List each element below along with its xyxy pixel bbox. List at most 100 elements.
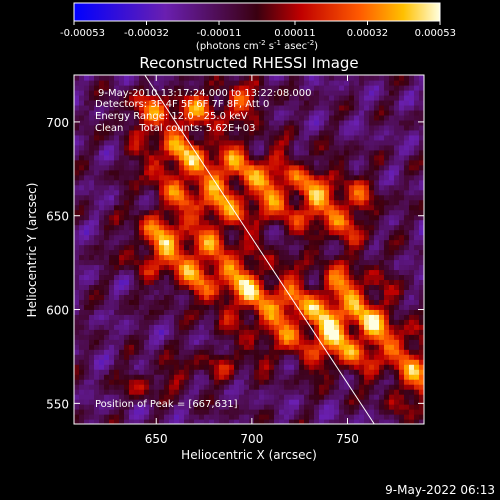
heatmap-cell: [169, 84, 175, 91]
heatmap-cell: [139, 369, 145, 375]
heatmap-cell: [344, 89, 350, 96]
heatmap-cell: [229, 269, 235, 276]
heatmap-cell: [89, 169, 95, 176]
heatmap-cell: [374, 109, 380, 116]
heatmap-cell: [239, 139, 245, 146]
heatmap-cell: [149, 139, 155, 146]
heatmap-cell: [344, 114, 350, 121]
heatmap-cell: [394, 169, 400, 176]
heatmap-cell: [209, 389, 215, 395]
heatmap-cell: [284, 114, 290, 121]
heatmap-cell: [74, 94, 80, 101]
heatmap-cell: [199, 199, 205, 206]
heatmap-cell: [239, 394, 245, 400]
heatmap-cell: [119, 344, 125, 350]
heatmap-cell: [304, 289, 310, 295]
heatmap-cell: [349, 319, 355, 325]
heatmap-cell: [94, 409, 100, 415]
heatmap-cell: [104, 259, 110, 266]
heatmap-cell: [129, 84, 135, 91]
heatmap-cell: [179, 189, 185, 196]
heatmap-cell: [89, 124, 95, 131]
heatmap-cell: [79, 374, 85, 380]
heatmap-cell: [254, 109, 260, 116]
heatmap-cell: [419, 399, 424, 405]
heatmap-cell: [384, 75, 390, 81]
heatmap-cell: [204, 174, 210, 181]
heatmap-cell: [354, 239, 360, 246]
heatmap-cell: [349, 159, 355, 166]
heatmap-cell: [364, 199, 370, 206]
heatmap-cell: [204, 304, 210, 310]
heatmap-cell: [264, 189, 270, 196]
heatmap-cell: [179, 364, 185, 370]
heatmap-cell: [184, 189, 190, 196]
heatmap-cell: [144, 189, 150, 196]
heatmap-cell: [234, 129, 240, 136]
heatmap-cell: [339, 209, 345, 216]
heatmap-cell: [104, 354, 110, 360]
heatmap-cell: [294, 269, 300, 276]
heatmap-cell: [99, 284, 105, 290]
heatmap-cell: [109, 249, 115, 256]
heatmap-cell: [179, 369, 185, 375]
heatmap-cell: [294, 144, 300, 151]
heatmap-cell: [309, 144, 315, 151]
heatmap-cell: [179, 254, 185, 261]
heatmap-cell: [74, 174, 80, 181]
heatmap-cell: [404, 329, 410, 335]
heatmap-cell: [129, 259, 135, 266]
heatmap-cell: [319, 199, 325, 206]
heatmap-cell: [299, 404, 305, 410]
heatmap-cell: [174, 114, 180, 121]
heatmap-cell: [124, 189, 130, 196]
heatmap-cell: [204, 179, 210, 186]
heatmap-cell: [114, 75, 120, 81]
heatmap-cell: [344, 119, 350, 126]
heatmap-cell: [239, 249, 245, 256]
heatmap-cell: [299, 204, 305, 211]
heatmap-cell: [149, 349, 155, 355]
heatmap-cell: [339, 264, 345, 271]
heatmap-cell: [229, 314, 235, 320]
heatmap-cell: [304, 324, 310, 330]
heatmap-cell: [144, 419, 150, 424]
heatmap-cell: [199, 314, 205, 320]
heatmap-cell: [139, 389, 145, 395]
heatmap-cell: [239, 214, 245, 221]
heatmap-cell: [104, 419, 110, 424]
heatmap-cell: [399, 414, 405, 420]
heatmap-cell: [189, 269, 195, 276]
heatmap-cell: [119, 294, 125, 300]
heatmap-cell: [169, 75, 175, 81]
heatmap-cell: [274, 164, 280, 171]
heatmap-cell: [174, 174, 180, 181]
heatmap-cell: [84, 199, 90, 206]
heatmap-cell: [409, 384, 415, 390]
heatmap-cell: [374, 134, 380, 141]
heatmap-cell: [294, 104, 300, 111]
heatmap-cell: [374, 289, 380, 295]
heatmap-cell: [239, 84, 245, 91]
heatmap-cell: [259, 284, 265, 290]
heatmap-cell: [179, 204, 185, 211]
heatmap-cell: [174, 134, 180, 141]
heatmap-cell: [249, 229, 255, 236]
heatmap-cell: [119, 234, 125, 241]
heatmap-cell: [314, 284, 320, 290]
heatmap-cell: [144, 144, 150, 151]
heatmap-cell: [224, 79, 230, 86]
heatmap-cell: [79, 394, 85, 400]
heatmap-cell: [344, 414, 350, 420]
heatmap-cell: [274, 314, 280, 320]
heatmap-cell: [359, 399, 365, 405]
heatmap-cell: [249, 209, 255, 216]
heatmap-cell: [319, 169, 325, 176]
heatmap-cell: [234, 184, 240, 191]
heatmap-cell: [309, 194, 315, 201]
heatmap-cell: [84, 239, 90, 246]
heatmap-cell: [259, 214, 265, 221]
heatmap-cell: [84, 114, 90, 121]
heatmap-cell: [204, 249, 210, 256]
heatmap-cell: [394, 244, 400, 251]
